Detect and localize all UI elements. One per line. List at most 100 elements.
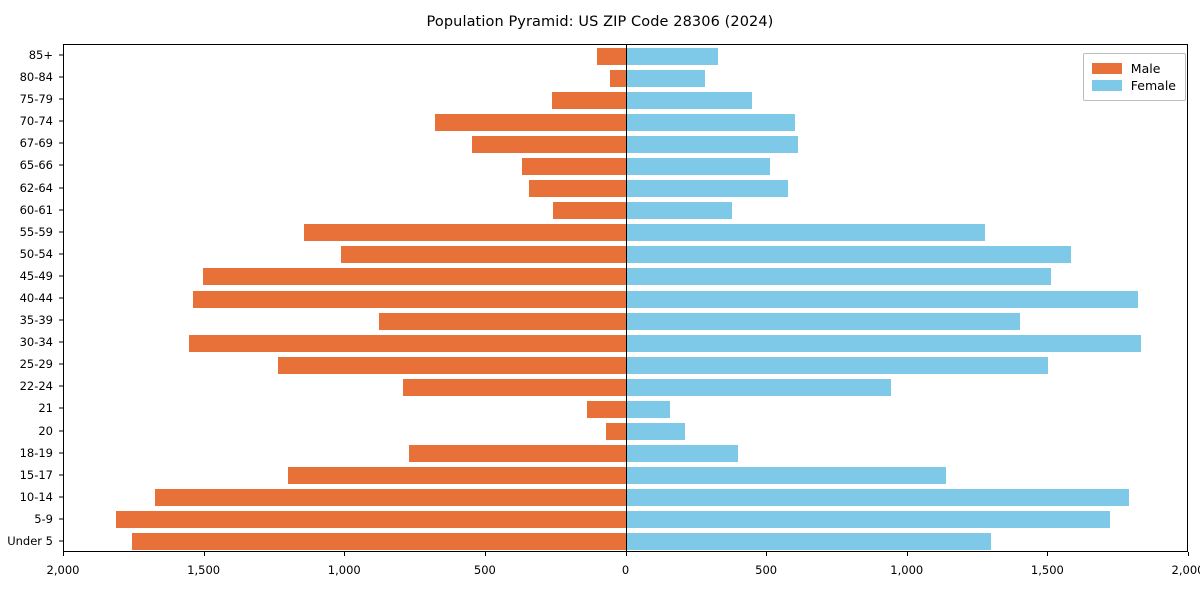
bar-female-62-64[interactable] [626,180,789,198]
y-tick-label-21: 21 [38,401,53,416]
legend-swatch-female [1091,80,1122,91]
x-tick-mark-7 [1047,552,1049,556]
y-tick-mark-10-14 [59,496,63,498]
bar-female-55-59[interactable] [626,224,986,242]
bar-male-21[interactable] [587,400,627,418]
y-tick-label-18-19: 18-19 [19,445,53,460]
bar-female-20[interactable] [626,423,685,441]
y-tick-mark-30-34 [59,341,63,343]
bar-female-30-34[interactable] [626,334,1142,352]
bar-male-50-54[interactable] [341,246,627,264]
bar-female-60-61[interactable] [626,202,732,220]
y-tick-label-85: 85+ [28,48,53,63]
y-tick-mark-75-79 [59,98,63,100]
bar-male-25-29[interactable] [277,356,627,374]
chart-title: Population Pyramid: US ZIP Code 28306 (2… [426,14,774,30]
center-zero-axis-line [625,45,628,551]
y-tick-mark-62-64 [59,187,63,189]
bar-male-18-19[interactable] [408,445,627,463]
bar-row-65-66 [64,157,1187,175]
y-tick-mark-65-66 [59,164,63,166]
bar-male-65-66[interactable] [522,157,627,175]
x-tick-mark-3 [484,552,486,556]
bar-female-15-17[interactable] [626,467,946,485]
bar-row-22-24 [64,378,1187,396]
bar-female-85[interactable] [626,47,718,65]
x-tick-mark-5 [766,552,768,556]
bar-female-5-9[interactable] [626,511,1111,529]
bar-female-10-14[interactable] [626,489,1129,507]
bar-female-35-39[interactable] [626,312,1021,330]
bar-female-50-54[interactable] [626,246,1071,264]
legend-item-female[interactable]: Female [1091,77,1176,94]
y-tick-label-50-54: 50-54 [19,246,53,261]
x-axis: 2,000 1,500 1,000 500 0 500 1,000 1,500 2,000 [47,552,1200,592]
bar-female-25-29[interactable] [626,356,1049,374]
bar-female-under-5[interactable] [626,533,991,551]
legend-label-female: Female [1130,78,1176,93]
bar-female-75-79[interactable] [626,91,752,109]
y-tick-mark-67-69 [59,142,63,144]
bar-row-60-61 [64,202,1187,220]
bar-male-10-14[interactable] [155,489,627,507]
bar-row-80-84 [64,69,1187,87]
bar-male-under-5[interactable] [131,533,627,551]
y-tick-mark-55-59 [59,231,63,233]
y-tick-mark-45-49 [59,275,63,277]
y-tick-label-22-24: 22-24 [19,379,53,394]
bar-row-5-9 [64,511,1187,529]
y-axis: 85+ 80-84 75-79 70-74 67-69 65-66 62-64 60-61 55… [0,44,63,552]
bar-male-35-39[interactable] [379,312,627,330]
bar-male-67-69[interactable] [471,135,627,153]
bar-male-75-79[interactable] [551,91,627,109]
bar-male-60-61[interactable] [553,202,627,220]
y-tick-mark-25-29 [59,363,63,365]
bar-female-40-44[interactable] [626,290,1139,308]
bar-female-80-84[interactable] [626,69,706,87]
bar-row-30-34 [64,334,1187,352]
bar-male-45-49[interactable] [203,268,627,286]
bar-row-85 [64,47,1187,65]
bar-male-55-59[interactable] [304,224,627,242]
bar-male-40-44[interactable] [193,290,627,308]
bar-row-under-5 [64,533,1187,551]
bar-row-75-79 [64,91,1187,109]
legend[interactable]: Male Female [1082,53,1186,101]
x-tick-label-3: 500 [473,563,496,577]
y-tick-label-35-39: 35-39 [19,313,53,328]
bar-row-20 [64,423,1187,441]
bar-male-85[interactable] [596,47,627,65]
y-tick-mark-15-17 [59,474,63,476]
x-tick-mark-1 [203,552,205,556]
bar-row-18-19 [64,445,1187,463]
bar-female-65-66[interactable] [626,157,770,175]
bar-male-62-64[interactable] [529,180,627,198]
legend-item-male[interactable]: Male [1091,60,1176,77]
x-tick-label-4: 0 [621,563,630,577]
bar-female-22-24[interactable] [626,378,891,396]
bar-male-22-24[interactable] [402,378,627,396]
y-tick-mark-18-19 [59,452,63,454]
x-tick-label-0: 2,000 [46,563,80,577]
y-tick-mark-21 [59,407,63,409]
y-tick-mark-under-5 [59,540,63,542]
bar-male-5-9[interactable] [116,511,627,529]
legend-label-male: Male [1130,61,1161,76]
y-tick-label-45-49: 45-49 [19,268,53,283]
bar-row-21 [64,400,1187,418]
bar-female-21[interactable] [626,400,671,418]
bar-male-15-17[interactable] [287,467,627,485]
bar-female-18-19[interactable] [626,445,738,463]
bar-male-70-74[interactable] [435,113,627,131]
bar-male-80-84[interactable] [609,69,627,87]
y-tick-label-15-17: 15-17 [19,467,53,482]
bar-female-45-49[interactable] [626,268,1052,286]
bar-female-67-69[interactable] [626,135,799,153]
x-tick-mark-0 [63,552,64,556]
y-tick-mark-22-24 [59,385,63,387]
bar-male-20[interactable] [605,423,627,441]
bar-female-70-74[interactable] [626,113,796,131]
bar-male-30-34[interactable] [189,334,627,352]
y-tick-mark-60-61 [59,209,63,211]
